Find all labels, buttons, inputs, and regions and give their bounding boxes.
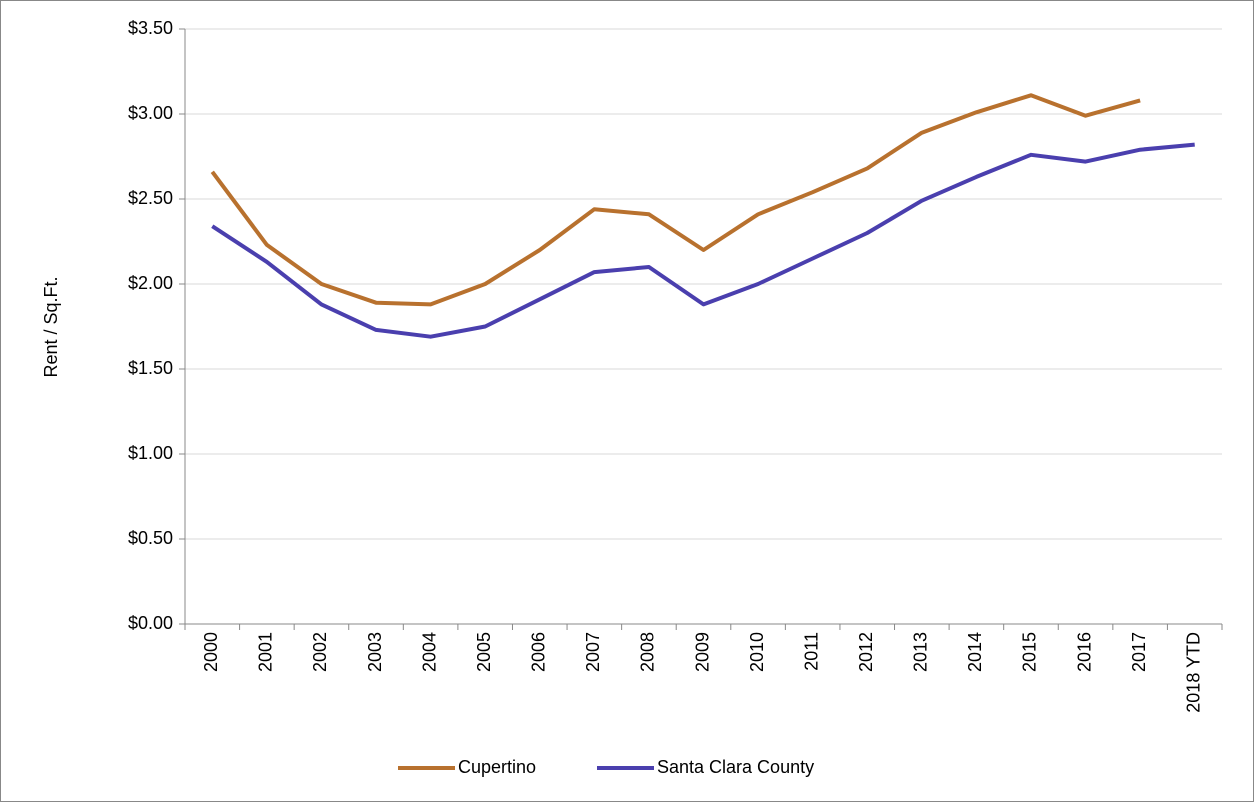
x-tick-label: 2012 [856, 632, 876, 672]
x-tick-label: 2013 [911, 632, 931, 672]
y-tick-label: $3.00 [128, 103, 173, 123]
x-tick-label: 2016 [1074, 632, 1094, 672]
y-tick-label: $0.50 [128, 528, 173, 548]
y-axis-label: Rent / Sq.Ft. [41, 276, 61, 377]
y-tick-label: $3.50 [128, 18, 173, 38]
series-line [211, 142, 1195, 339]
x-tick-label: 2015 [1020, 632, 1040, 672]
x-tick-label: 2018 YTD [1183, 632, 1203, 713]
x-tick-label: 2014 [965, 632, 985, 672]
series-line [210, 93, 1141, 307]
y-tick-label: $2.00 [128, 273, 173, 293]
x-tick-label: 2008 [638, 632, 658, 672]
y-tick-label: $0.00 [128, 613, 173, 633]
y-tick-label: $1.00 [128, 443, 173, 463]
x-tick-label: 2010 [747, 632, 767, 672]
y-tick-label: $2.50 [128, 188, 173, 208]
x-tick-label: 2001 [256, 632, 276, 672]
x-tick-label: 2007 [583, 632, 603, 672]
x-tick-label: 2002 [310, 632, 330, 672]
x-tick-label: 2017 [1129, 632, 1149, 672]
x-tick-label: 2006 [529, 632, 549, 672]
legend-label: Cupertino [458, 757, 536, 777]
x-tick-label: 2003 [365, 632, 385, 672]
x-tick-label: 2011 [801, 632, 821, 671]
legend-label: Santa Clara County [657, 757, 814, 777]
x-tick-label: 2004 [419, 632, 439, 672]
x-tick-label: 2009 [692, 632, 712, 672]
x-tick-label: 2005 [474, 632, 494, 672]
x-tick-label: 2000 [201, 632, 221, 672]
y-tick-label: $1.50 [128, 358, 173, 378]
